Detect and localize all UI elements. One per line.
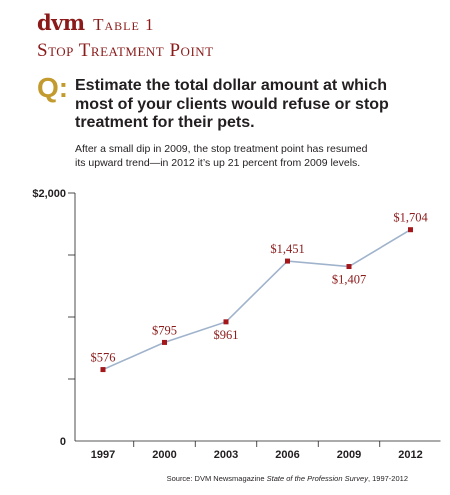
data-point	[100, 367, 106, 373]
question-text: Estimate the total dollar amount at whic…	[75, 77, 389, 131]
table-label: Table 1	[93, 15, 155, 34]
chart-subtitle: After a small dip in 2009, the stop trea…	[75, 143, 368, 169]
source-title: State of the Profession Survey	[266, 474, 368, 483]
x-tick-label: 2009	[337, 449, 361, 461]
y-axis: $2,000 0	[32, 188, 76, 448]
table-title: Stop Treatment Point	[37, 40, 214, 61]
data-point	[346, 264, 352, 270]
line-chart: $2,000 0 1997 2000 2003 2006 2009 2012 $576 $79…	[32, 188, 441, 461]
source-suffix: , 1997-2012	[367, 474, 408, 483]
x-tick-label: 2003	[214, 449, 238, 461]
data-label: $795	[152, 323, 177, 337]
source-prefix: Source: DVM Newsmagazine	[166, 474, 267, 483]
source-note: Source: DVM Newsmagazine State of the Pr…	[167, 474, 408, 483]
series: $576 $795 $961 $1,451 $1,407 $1,704	[91, 211, 428, 373]
data-label: $576	[91, 351, 116, 365]
y-tick-label: 0	[60, 436, 66, 448]
brand-logo: dvm	[37, 10, 85, 35]
data-point	[162, 339, 167, 345]
chart-header: dvm Table 1	[37, 10, 155, 35]
y-tick-label: $2,000	[32, 188, 66, 200]
x-tick-label: 2000	[152, 449, 176, 461]
data-label: $1,451	[270, 242, 304, 256]
data-point	[408, 227, 413, 233]
x-axis: 1997 2000 2003 2006 2009 2012	[75, 440, 441, 461]
data-point	[285, 258, 290, 264]
data-label: $1,407	[332, 273, 366, 287]
x-tick-label: 2006	[275, 449, 299, 461]
series-line	[102, 229, 411, 371]
data-label: $961	[214, 328, 239, 342]
x-tick-label: 2012	[398, 449, 422, 461]
data-label: $1,704	[393, 211, 428, 225]
x-tick-label: 1997	[91, 449, 115, 461]
data-point	[223, 319, 229, 325]
question-label: Q:	[37, 72, 69, 103]
